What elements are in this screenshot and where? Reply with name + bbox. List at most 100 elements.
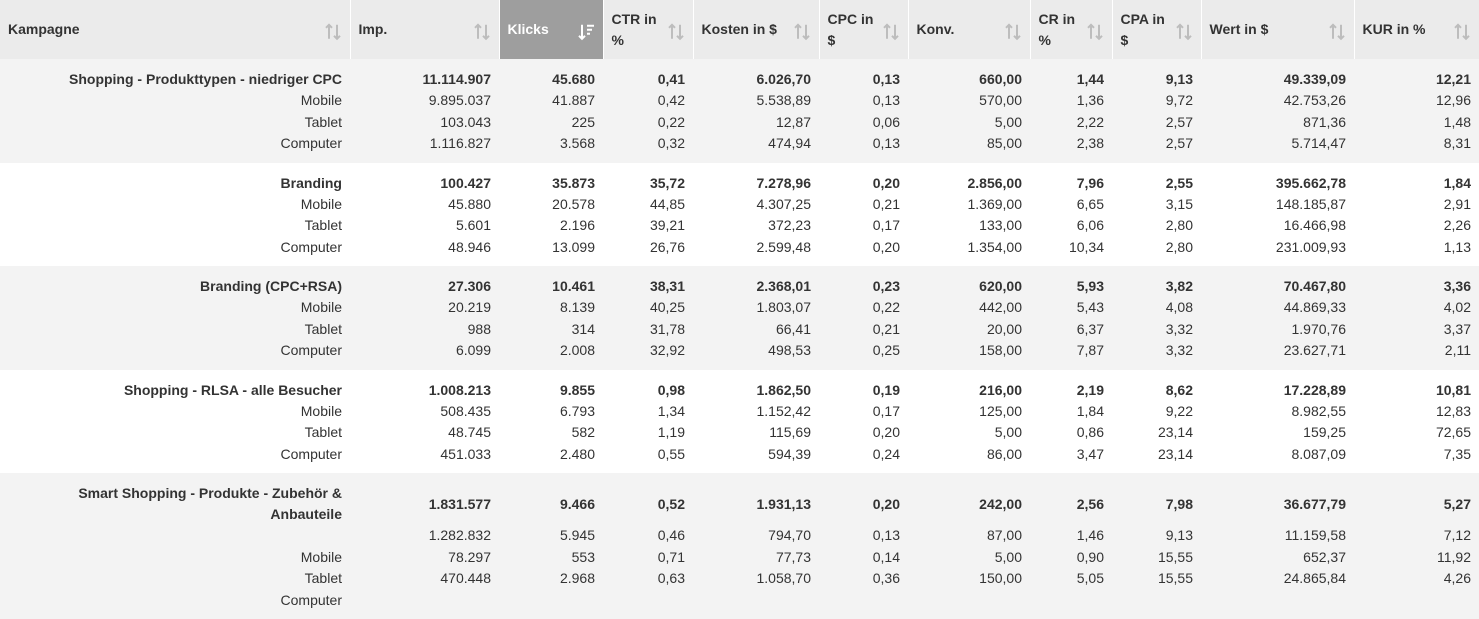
campaign-name[interactable]: Branding — [0, 163, 350, 194]
campaign-total-cell: 8,62 — [1112, 370, 1201, 401]
device-value-cell: 1,36 — [1030, 90, 1112, 112]
device-value-cell: 16.466,98 — [1201, 215, 1354, 237]
sort-arrows-icon[interactable] — [793, 22, 811, 40]
device-value-cell: 13.099 — [499, 237, 603, 267]
column-header-kampagne[interactable]: Kampagne — [0, 0, 350, 59]
campaign-total-cell: 2,55 — [1112, 163, 1201, 194]
device-value-cell: 1,48 — [1354, 112, 1479, 134]
campaign-total-cell: 1.008.213 — [350, 370, 499, 401]
column-header-cpa-in[interactable]: CPA in $ — [1112, 0, 1201, 59]
device-value-cell: 7,87 — [1030, 340, 1112, 370]
device-value-cell: 1,84 — [1030, 401, 1112, 423]
campaign-total-cell: 1,84 — [1354, 163, 1479, 194]
device-value-cell: 85,00 — [908, 133, 1030, 163]
column-header-kur-in[interactable]: KUR in % — [1354, 0, 1479, 59]
device-value-cell: 0,13 — [819, 90, 908, 112]
device-value-cell: 0,55 — [603, 444, 693, 474]
device-value-cell: 1.803,07 — [693, 297, 819, 319]
device-value-cell: 77,73 — [693, 547, 819, 569]
sort-arrows-icon[interactable] — [882, 22, 900, 40]
campaign-total-cell: 0,41 — [603, 59, 693, 90]
device-value-cell: 314 — [499, 319, 603, 341]
sort-arrows-icon[interactable] — [324, 22, 342, 40]
device-value-cell: 7,12 — [1354, 525, 1479, 547]
column-header-kosten-in[interactable]: Kosten in $ — [693, 0, 819, 59]
device-value-cell — [819, 590, 908, 619]
column-header-cr-in[interactable]: CR in % — [1030, 0, 1112, 59]
device-value-cell: 0,06 — [819, 112, 908, 134]
sort-arrows-icon[interactable] — [473, 22, 491, 40]
device-value-cell: 225 — [499, 112, 603, 134]
device-value-cell: 652,37 — [1201, 547, 1354, 569]
sort-arrows-icon[interactable] — [1004, 22, 1022, 40]
device-value-cell: 9,22 — [1112, 401, 1201, 423]
device-value-cell: 48.946 — [350, 237, 499, 267]
device-value-cell: 988 — [350, 319, 499, 341]
column-header-ctr-in[interactable]: CTR in % — [603, 0, 693, 59]
sort-desc-icon[interactable] — [577, 22, 595, 40]
campaign-name[interactable]: Smart Shopping - Produkte - Zubehör & An… — [0, 473, 350, 525]
sort-arrows-icon[interactable] — [667, 22, 685, 40]
device-name: Computer — [0, 237, 350, 267]
device-value-cell: 594,39 — [693, 444, 819, 474]
device-value-cell: 23,14 — [1112, 422, 1201, 444]
sort-arrows-icon[interactable] — [1086, 22, 1104, 40]
column-header-konv[interactable]: Konv. — [908, 0, 1030, 59]
device-value-cell: 2.480 — [499, 444, 603, 474]
device-value-cell: 87,00 — [908, 525, 1030, 547]
device-value-cell: 794,70 — [693, 525, 819, 547]
campaign-total-cell: 36.677,79 — [1201, 473, 1354, 525]
column-header-cpc-in[interactable]: CPC in $ — [819, 0, 908, 59]
campaign-name[interactable]: Shopping - Produkttypen - niedriger CPC — [0, 59, 350, 90]
device-value-cell — [1201, 590, 1354, 619]
device-value-cell: 39,21 — [603, 215, 693, 237]
campaign-total-cell: 0,19 — [819, 370, 908, 401]
device-name: Mobile — [0, 194, 350, 216]
device-value-cell: 125,00 — [908, 401, 1030, 423]
device-value-cell: 5,00 — [908, 547, 1030, 569]
campaign-name[interactable]: Branding (CPC+RSA) — [0, 266, 350, 297]
device-value-cell: 2,57 — [1112, 112, 1201, 134]
campaign-total-cell: 5,27 — [1354, 473, 1479, 525]
campaign-total-cell: 10.461 — [499, 266, 603, 297]
column-header-imp[interactable]: Imp. — [350, 0, 499, 59]
campaign-total-cell: 0,52 — [603, 473, 693, 525]
campaign-total-cell: 35.873 — [499, 163, 603, 194]
device-value-cell: 2,80 — [1112, 237, 1201, 267]
device-value-cell — [693, 590, 819, 619]
campaign-total-cell: 70.467,80 — [1201, 266, 1354, 297]
device-value-cell: 3,32 — [1112, 340, 1201, 370]
sort-arrows-icon[interactable] — [1453, 22, 1471, 40]
device-value-cell: 45.880 — [350, 194, 499, 216]
campaign-total-cell: 0,13 — [819, 59, 908, 90]
device-value-cell: 9,72 — [1112, 90, 1201, 112]
device-value-cell: 48.745 — [350, 422, 499, 444]
device-value-cell: 9,13 — [1112, 525, 1201, 547]
campaign-total-cell: 27.306 — [350, 266, 499, 297]
campaign-total-cell: 9.466 — [499, 473, 603, 525]
campaign-total-cell: 0,23 — [819, 266, 908, 297]
campaign-name[interactable]: Shopping - RLSA - alle Besucher — [0, 370, 350, 401]
device-value-cell: 0,71 — [603, 547, 693, 569]
campaign-total-cell: 38,31 — [603, 266, 693, 297]
column-header-wert-in[interactable]: Wert in $ — [1201, 0, 1354, 59]
campaign-total-cell: 620,00 — [908, 266, 1030, 297]
device-name: Mobile — [0, 401, 350, 423]
device-value-cell: 41.887 — [499, 90, 603, 112]
sort-arrows-icon[interactable] — [1175, 22, 1193, 40]
sort-arrows-icon[interactable] — [1328, 22, 1346, 40]
device-value-cell: 1,46 — [1030, 525, 1112, 547]
device-row: Computer — [0, 590, 1479, 619]
campaign-total-cell: 0,20 — [819, 473, 908, 525]
column-header-klicks[interactable]: Klicks — [499, 0, 603, 59]
device-value-cell: 15,55 — [1112, 568, 1201, 590]
